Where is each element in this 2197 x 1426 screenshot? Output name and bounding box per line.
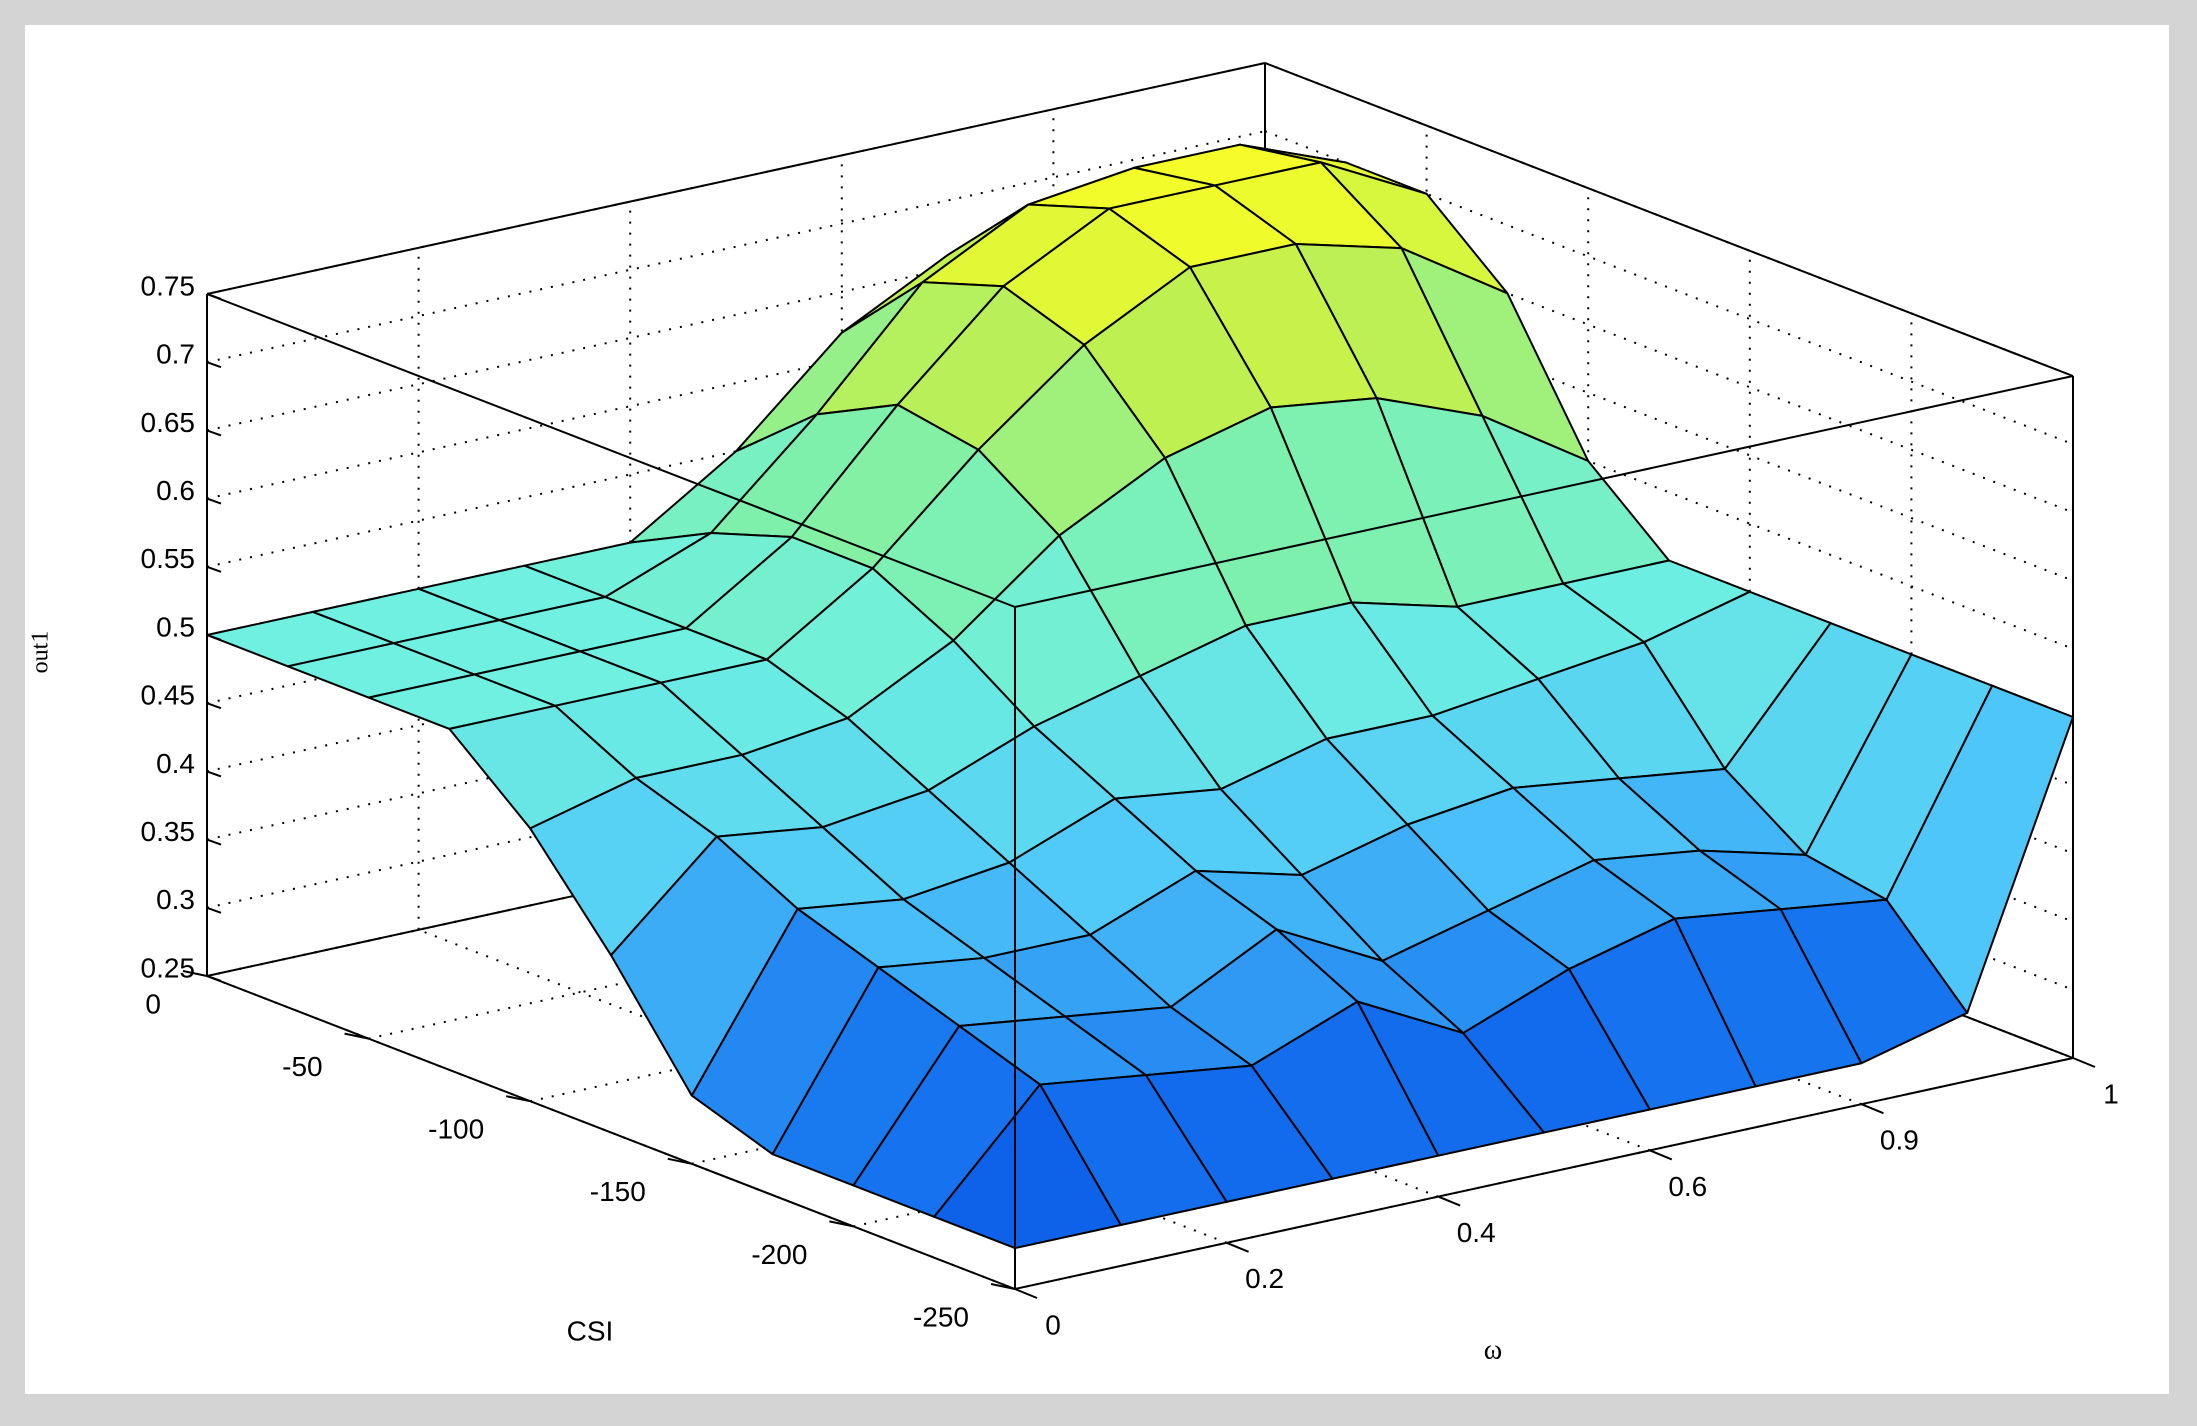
- z-tick-label: 0.25: [141, 952, 196, 983]
- z-tick-label: 0.35: [141, 816, 196, 847]
- y-axis-label: CSI: [567, 1315, 614, 1346]
- y-tick: [182, 970, 208, 977]
- y-tick-label: -50: [282, 1051, 322, 1082]
- x-tick: [2072, 1057, 2096, 1068]
- z-tick: [206, 906, 222, 914]
- x-tick-label: 0.9: [1880, 1125, 1919, 1156]
- x-tick: [1014, 1288, 1038, 1299]
- y-tick-label: -150: [590, 1176, 646, 1207]
- z-tick: [206, 975, 222, 982]
- axis-box-edge: [206, 293, 1016, 608]
- y-tick-label: -250: [913, 1301, 969, 1332]
- z-tick: [206, 293, 222, 300]
- z-tick: [206, 361, 222, 369]
- z-tick-label: 0.5: [156, 611, 195, 642]
- y-tick: [667, 1157, 693, 1165]
- x-axis: [1014, 1057, 2074, 1290]
- y-tick: [505, 1095, 531, 1103]
- y-tick: [990, 1283, 1016, 1290]
- x-tick: [1437, 1195, 1461, 1207]
- axis-box-edge: [1264, 62, 2074, 377]
- x-tick: [1861, 1103, 1884, 1115]
- z-tick-label: 0.55: [141, 543, 196, 574]
- z-tick-label: 0.7: [156, 339, 195, 370]
- x-tick: [1649, 1149, 1673, 1161]
- z-tick: [206, 838, 222, 846]
- y-tick: [829, 1220, 854, 1228]
- y-axis: [206, 975, 1016, 1290]
- y-tick-label: -100: [428, 1114, 484, 1145]
- z-tick-label: 0.45: [141, 680, 196, 711]
- axis-box-edge: [1014, 375, 2074, 608]
- z-tick-label: 0.65: [141, 407, 196, 438]
- x-axis-label: ω: [1484, 1334, 1502, 1365]
- x-tick-label: 0: [1045, 1309, 1061, 1340]
- z-tick: [206, 497, 222, 505]
- z-tick: [206, 634, 222, 641]
- z-tick: [206, 702, 222, 710]
- z-tick-label: 0.3: [156, 884, 195, 915]
- x-tick: [1226, 1241, 1249, 1253]
- y-tick-label: -200: [751, 1239, 807, 1270]
- z-tick-label: 0.6: [156, 475, 195, 506]
- x-tick-label: 0.6: [1668, 1171, 1707, 1202]
- z-tick: [206, 565, 222, 573]
- axis-box-edge: [206, 62, 1266, 295]
- surface-patch: [933, 1083, 1122, 1250]
- z-tick: [206, 770, 222, 778]
- x-tick-label: 0.2: [1245, 1263, 1284, 1294]
- y-tick: [344, 1032, 369, 1040]
- x-tick-label: 1: [2103, 1078, 2119, 1109]
- z-axis-label: out1: [28, 631, 54, 674]
- z-tick-label: 0.4: [156, 748, 195, 779]
- z-tick: [206, 429, 222, 437]
- y-tick-label: 0: [145, 988, 161, 1019]
- grid-line: [206, 130, 1266, 364]
- z-tick-label: 0.75: [141, 270, 196, 301]
- x-tick-label: 0.4: [1457, 1217, 1496, 1248]
